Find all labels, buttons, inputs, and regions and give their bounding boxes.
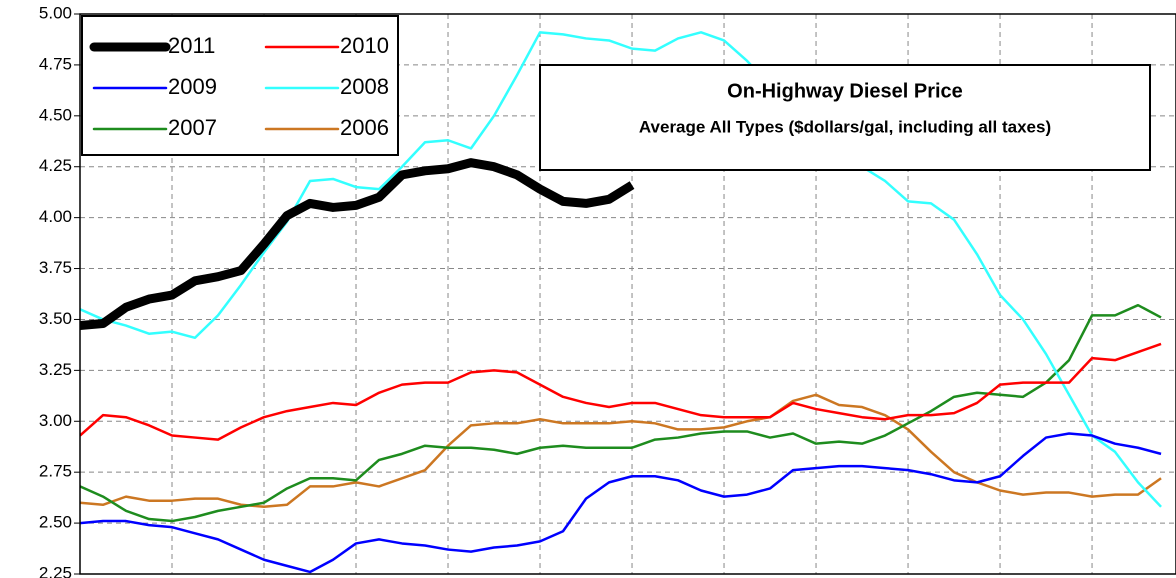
chart-title: On-Highway Diesel Price <box>727 80 963 102</box>
y-tick-label: 3.00 <box>39 411 72 430</box>
chart-subtitle: Average All Types ($dollars/gal, includi… <box>639 117 1051 136</box>
legend-label: 2006 <box>340 115 389 140</box>
title-frame <box>539 64 1151 171</box>
axis: 2.25 2.50 2.75 3.00 3.25 3.50 3.75 4.00 4.25 4.50… <box>39 3 1176 578</box>
legend-label: 2010 <box>340 33 389 58</box>
y-tick-label: 4.50 <box>39 105 72 124</box>
y-tick-label: 4.75 <box>39 54 72 73</box>
y-tick-label: 4.00 <box>39 207 72 226</box>
y-tick-label: 2.50 <box>39 513 72 532</box>
series-line <box>80 31 1162 508</box>
legend: 2011 2010 2009 2008 2007 2006 <box>81 15 399 156</box>
plot-frame <box>79 13 1176 575</box>
y-tick-label: 3.75 <box>39 258 72 277</box>
series-line <box>80 342 1162 441</box>
title-box: On-Highway Diesel Price Average All Type… <box>539 64 1151 171</box>
y-tick-label: 3.50 <box>39 309 72 328</box>
series-line <box>80 158 635 331</box>
y-tick-label: 5.00 <box>39 3 72 22</box>
y-tick-label: 2.75 <box>39 462 72 481</box>
legend-label: 2009 <box>168 74 217 99</box>
y-tick-label: 4.25 <box>39 156 72 175</box>
series-line <box>80 303 1162 523</box>
y-tick-label: 2.25 <box>39 563 72 578</box>
y-tick-label: 3.25 <box>39 360 72 379</box>
series-line <box>80 393 1162 509</box>
legend-label: 2008 <box>340 74 389 99</box>
legend-frame <box>81 15 399 156</box>
legend-label: 2011 <box>168 33 215 58</box>
plot-lines <box>80 31 1162 574</box>
series-line <box>80 432 1162 574</box>
legend-label: 2007 <box>168 115 217 140</box>
